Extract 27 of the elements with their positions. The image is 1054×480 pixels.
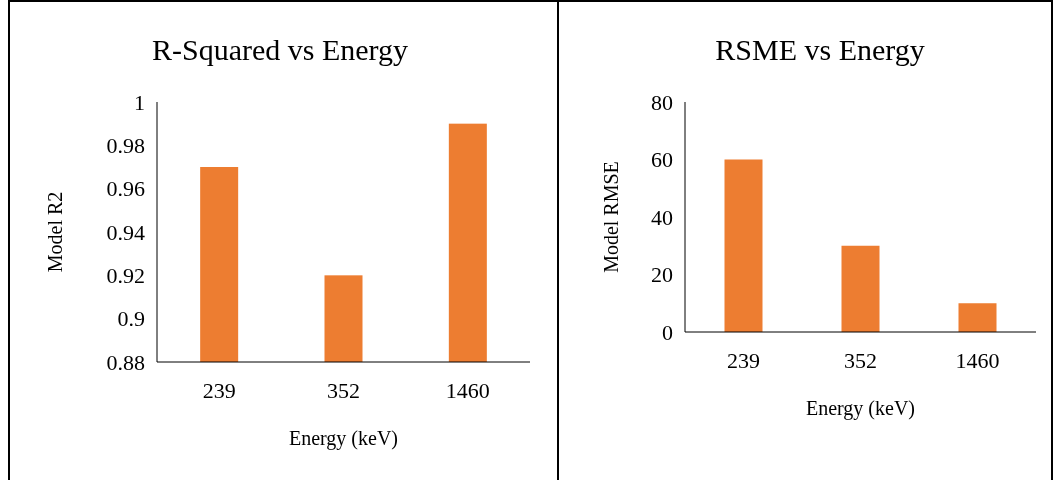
y-tick-label: 1 <box>134 89 145 115</box>
chart-title: RSME vs Energy <box>715 33 925 66</box>
y-axis-title: Model RMSE <box>600 161 622 273</box>
y-tick-label: 0.96 <box>106 176 145 202</box>
y-tick-label: 0.98 <box>106 133 145 159</box>
x-tick-label: 1460 <box>445 378 490 403</box>
y-tick-label: 0.94 <box>106 219 145 245</box>
y-tick-label: 0.9 <box>117 306 145 332</box>
y-axis-title: Model R2 <box>44 191 66 273</box>
x-tick-label: 352 <box>327 378 360 403</box>
x-tick-label: 239 <box>727 348 760 373</box>
x-tick-label: 352 <box>844 348 877 373</box>
bar <box>841 245 880 332</box>
y-tick-label: 20 <box>651 262 673 288</box>
bar <box>958 303 997 332</box>
y-tick-label: 40 <box>651 204 673 230</box>
bar <box>724 159 763 332</box>
chart-title: R-Squared vs Energy <box>151 33 409 66</box>
y-tick-label: 0.88 <box>106 349 145 375</box>
y-tick-label: 0.92 <box>106 263 145 289</box>
y-tick-label: 0 <box>662 319 673 345</box>
y-tick-label: 80 <box>651 89 673 115</box>
x-tick-label: 1460 <box>955 348 1000 373</box>
y-tick-label: 60 <box>651 147 673 173</box>
x-tick-label: 239 <box>202 378 236 403</box>
x-axis-title: Energy (keV) <box>805 397 916 420</box>
x-axis-title: Energy (keV) <box>288 427 399 450</box>
